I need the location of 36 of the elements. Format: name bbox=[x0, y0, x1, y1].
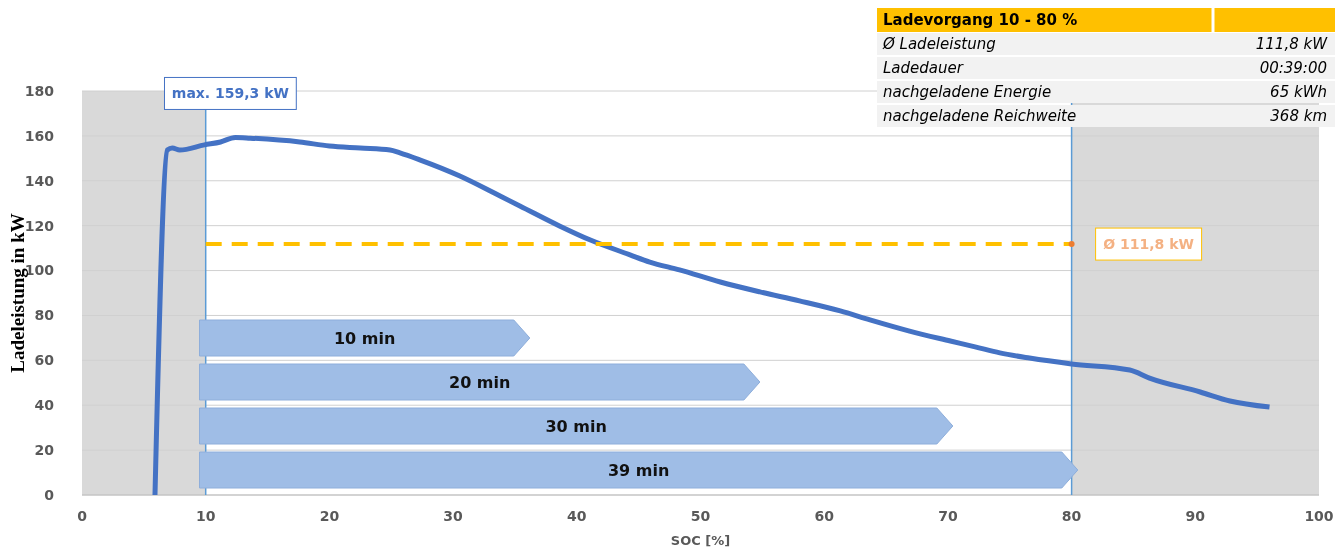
text: Ladevorgang 10 - 80 % bbox=[883, 11, 1078, 30]
x-tick-label: 10 bbox=[195, 508, 216, 524]
x-tick-label: 20 bbox=[319, 508, 340, 524]
x-tick-label: 0 bbox=[77, 508, 88, 524]
text: Ladedauer bbox=[883, 59, 964, 78]
annotation: 368 km bbox=[1270, 107, 1327, 126]
band-label: 39 min bbox=[607, 460, 670, 480]
y-tick-label: 20 bbox=[34, 442, 55, 459]
band-label: 10 min bbox=[333, 328, 396, 348]
y-tick-label: 80 bbox=[34, 307, 55, 324]
y-tick-label: 140 bbox=[24, 172, 55, 189]
y-tick-label: 120 bbox=[24, 217, 55, 234]
text: Ø Ladeleistung bbox=[882, 35, 996, 54]
y-tick-label: 160 bbox=[24, 127, 55, 144]
band-label: 30 min bbox=[545, 416, 607, 436]
x-tick-label: 40 bbox=[567, 508, 587, 524]
y-tick-label: 0 bbox=[44, 486, 55, 503]
text: 00:39:00 bbox=[1259, 59, 1327, 78]
annotation: nachgeladene Energie bbox=[883, 83, 1052, 102]
band-label: 20 min bbox=[449, 372, 511, 392]
annotation: Ø 111,8 kW bbox=[1103, 235, 1194, 252]
x-tick-label: 60 bbox=[814, 508, 835, 524]
x-axis-title: SOC [%] bbox=[670, 533, 731, 548]
y-tick-label: 40 bbox=[34, 397, 55, 414]
x-tick-label: 80 bbox=[1061, 508, 1082, 524]
x-tick-label: 90 bbox=[1185, 508, 1206, 524]
x-tick-label: 100 bbox=[1304, 508, 1334, 524]
x-tick-label: 70 bbox=[938, 508, 958, 524]
text: 111,8 kW bbox=[1255, 35, 1329, 54]
y-tick-label: 180 bbox=[24, 82, 55, 99]
annotation: nachgeladene Reichweite bbox=[883, 107, 1077, 126]
x-tick-label: 30 bbox=[443, 508, 464, 524]
y-tick-label: 60 bbox=[34, 352, 55, 369]
x-tick-label: 50 bbox=[690, 508, 711, 524]
annotation: 65 kWh bbox=[1270, 83, 1327, 102]
annotation: max. 159,3 kW bbox=[171, 85, 289, 102]
